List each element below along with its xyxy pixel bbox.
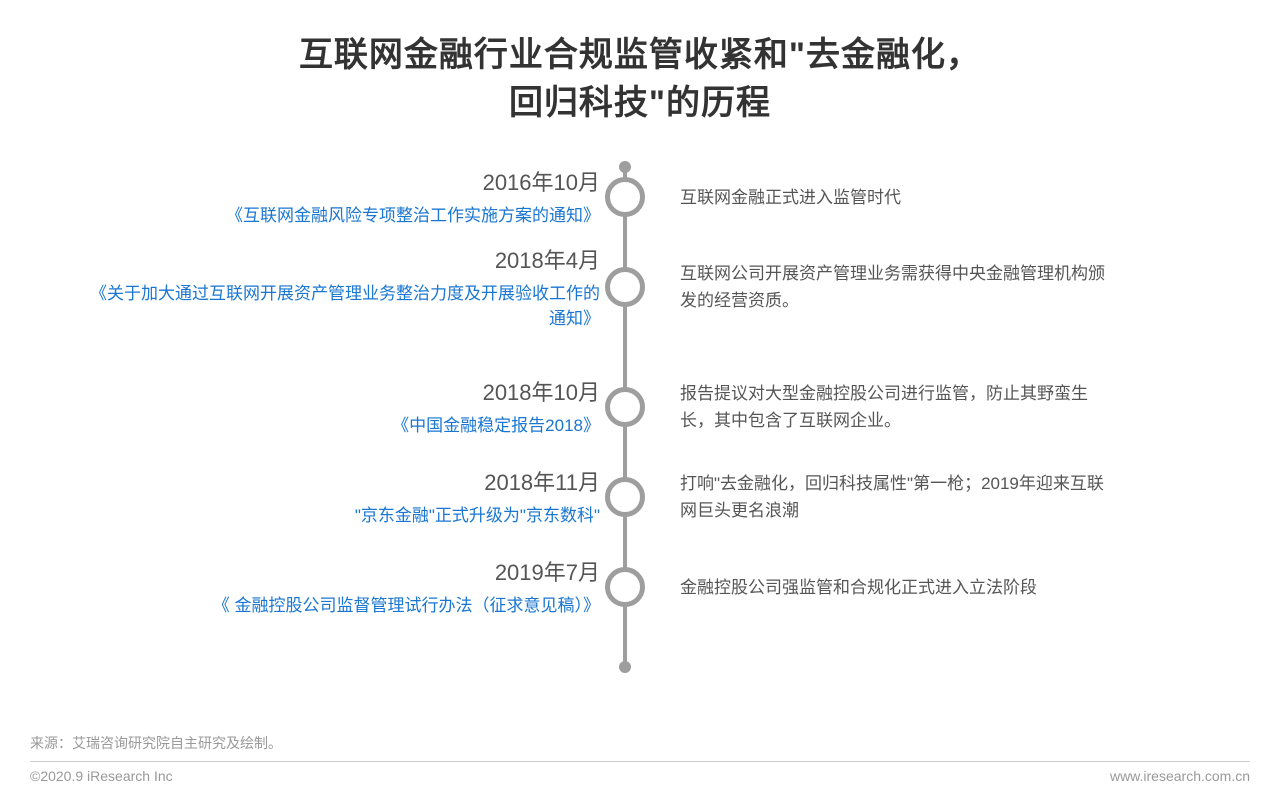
source-text: 来源：艾瑞咨询研究院自主研究及绘制。 [30, 733, 1250, 762]
timeline: 2016年10月《互联网金融风险专项整治工作实施方案的通知》 互联网金融正式进入监… [0, 167, 1280, 677]
page-title: 互联网金融行业合规监管收紧和"去金融化， 回归科技"的历程 [0, 0, 1280, 127]
copyright-text: ©2020.9 iResearch Inc [30, 768, 173, 784]
timeline-description: 报告提议对大型金融控股公司进行监管，防止其野蛮生长，其中包含了互联网企业。 [680, 380, 1120, 434]
url-text: www.iresearch.com.cn [1110, 768, 1250, 784]
timeline-left: 2018年10月《中国金融稳定报告2018》 [80, 375, 600, 439]
timeline-description: 互联网金融正式进入监管时代 [680, 184, 1120, 211]
title-line-1: 互联网金融行业合规监管收紧和"去金融化， [0, 32, 1280, 80]
timeline-node-icon [605, 567, 645, 607]
timeline-policy: "京东金融"正式升级为"京东数科" [80, 503, 600, 529]
timeline-policy: 《互联网金融风险专项整治工作实施方案的通知》 [80, 203, 600, 229]
timeline-node-icon [605, 387, 645, 427]
timeline-node-icon [605, 177, 645, 217]
timeline-node-icon [605, 477, 645, 517]
timeline-left: 2018年11月 "京东金融"正式升级为"京东数科" [80, 465, 600, 529]
timeline-description: 金融控股公司强监管和合规化正式进入立法阶段 [680, 574, 1120, 601]
timeline-node-icon [605, 267, 645, 307]
timeline-policy: 《中国金融稳定报告2018》 [80, 413, 600, 439]
timeline-policy: 《 金融控股公司监督管理试行办法（征求意见稿）》 [80, 593, 600, 619]
timeline-left: 2019年7月《 金融控股公司监督管理试行办法（征求意见稿）》 [80, 555, 600, 619]
timeline-date: 2018年4月 [80, 243, 600, 275]
timeline-policy: 《关于加大通过互联网开展资产管理业务整治力度及开展验收工作的通知》 [80, 281, 600, 332]
timeline-date: 2016年10月 [80, 165, 600, 197]
timeline-left: 2016年10月《互联网金融风险专项整治工作实施方案的通知》 [80, 165, 600, 229]
footer-row: ©2020.9 iResearch Inc www.iresearch.com.… [30, 762, 1250, 794]
timeline-date: 2018年11月 [80, 465, 600, 497]
timeline-left: 2018年4月《关于加大通过互联网开展资产管理业务整治力度及开展验收工作的通知》 [80, 243, 600, 332]
timeline-date: 2019年7月 [80, 555, 600, 587]
timeline-date: 2018年10月 [80, 375, 600, 407]
timeline-description: 互联网公司开展资产管理业务需获得中央金融管理机构颁发的经营资质。 [680, 260, 1120, 314]
timeline-start-dot [619, 161, 631, 173]
title-line-2: 回归科技"的历程 [0, 80, 1280, 128]
timeline-end-dot [619, 661, 631, 673]
timeline-description: 打响"去金融化，回归科技属性"第一枪；2019年迎来互联网巨头更名浪潮 [680, 470, 1120, 524]
footer: 来源：艾瑞咨询研究院自主研究及绘制。 ©2020.9 iResearch Inc… [0, 733, 1280, 794]
